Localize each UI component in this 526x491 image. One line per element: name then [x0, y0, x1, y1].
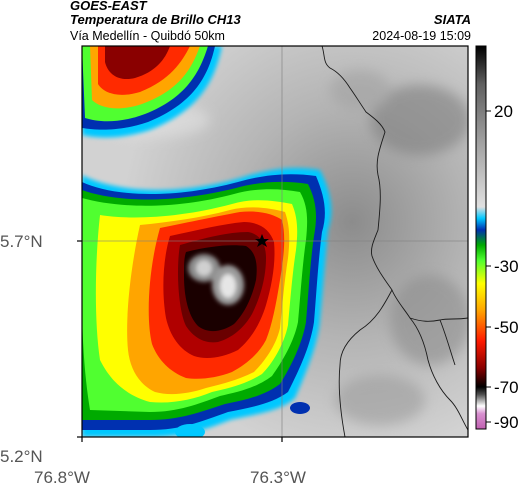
lat-label-5-7: 5.7°N: [0, 232, 43, 251]
lon-label-76-8: 76.8°W: [34, 468, 90, 487]
satellite-title: GOES-EAST: [70, 0, 147, 13]
storm-cell-north: [82, 46, 222, 138]
colorbar: 20 -30 -50 -70 -90: [475, 45, 519, 432]
colorbar-tick-20: 20: [494, 102, 513, 121]
colorbar-tick-minus50: -50: [494, 318, 519, 337]
department-boundaries: [321, 46, 468, 437]
datetime-label: 2024-08-19 15:09: [372, 29, 471, 43]
gridlines: [82, 46, 468, 437]
route-subtitle: Vía Medellín - Quibdó 50km: [70, 29, 225, 43]
lat-label-5-2: 5.2°N: [0, 447, 43, 466]
location-star-marker: [255, 234, 269, 247]
colorbar-tick-minus30: -30: [494, 257, 519, 276]
storm-cell-main: [82, 167, 332, 437]
storm-fringe-south: [175, 402, 310, 437]
colorbar-tick-minus70: -70: [494, 378, 519, 397]
product-title: Temperatura de Brillo CH13: [70, 12, 241, 27]
colorbar-tick-minus90: -90: [494, 413, 519, 432]
agency-label: SIATA: [433, 12, 471, 27]
brightness-temperature-image: [82, 46, 468, 437]
lon-label-76-3: 76.3°W: [250, 468, 306, 487]
